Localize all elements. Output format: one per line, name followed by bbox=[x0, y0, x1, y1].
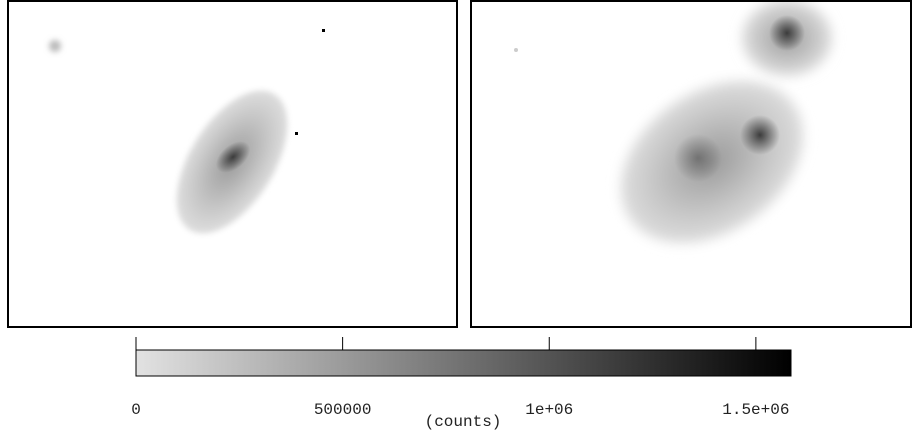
axis-label: (counts) bbox=[425, 413, 502, 431]
star bbox=[49, 40, 61, 52]
tick-label: 1e+06 bbox=[525, 401, 573, 419]
tick-label: 0 bbox=[131, 401, 141, 419]
galaxy-core bbox=[674, 134, 722, 182]
right-image bbox=[514, 1, 832, 244]
galaxy-core bbox=[769, 15, 805, 51]
right-frame bbox=[470, 0, 912, 328]
tick-label: 1.5e+06 bbox=[722, 401, 789, 419]
galaxy-core bbox=[215, 141, 251, 173]
pixel bbox=[295, 132, 298, 135]
left-frame bbox=[7, 0, 458, 328]
pixel bbox=[322, 29, 325, 32]
colorbar bbox=[135, 349, 792, 377]
galaxy-core bbox=[740, 115, 780, 155]
tick-label: 500000 bbox=[314, 401, 372, 419]
left-image bbox=[49, 29, 325, 234]
star bbox=[514, 48, 518, 52]
